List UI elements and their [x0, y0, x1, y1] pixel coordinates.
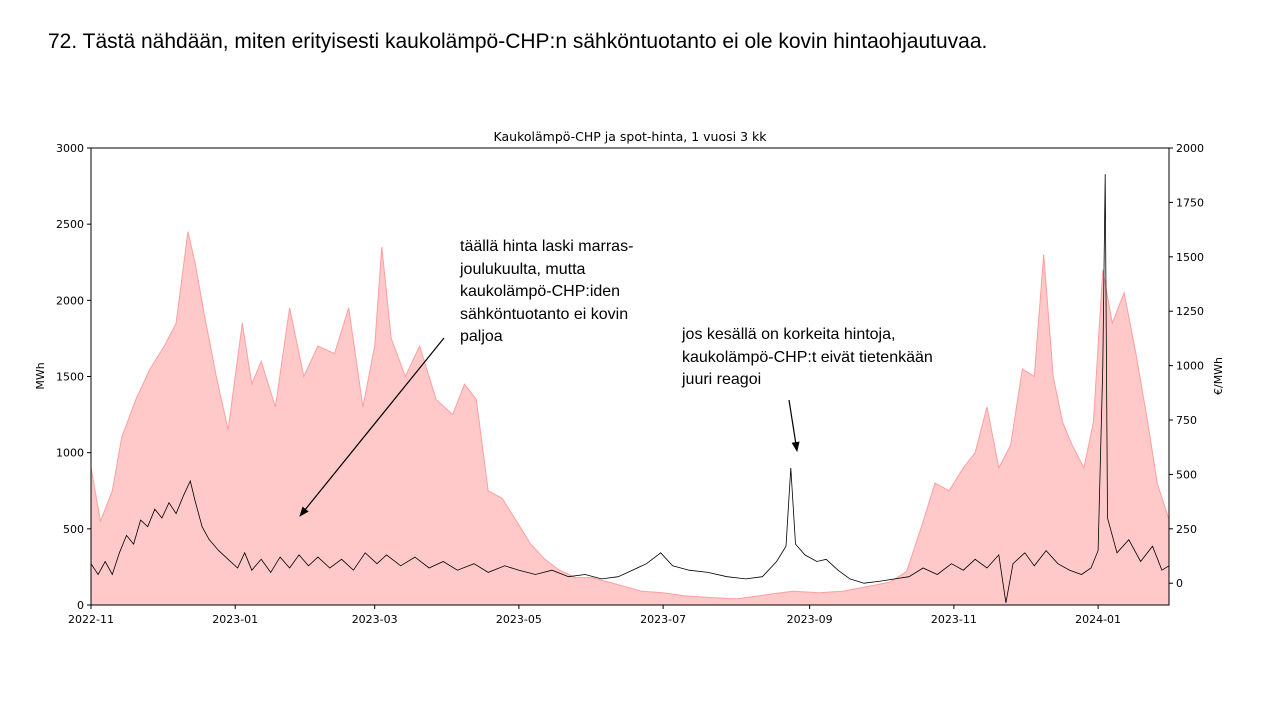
- y-tick-label-right: 750: [1176, 414, 1197, 427]
- annotation-line: juuri reagoi: [682, 371, 762, 388]
- y-tick-label-left: 3000: [56, 142, 84, 155]
- plot-area: [90, 174, 1170, 606]
- y-axis-label-left: MWh: [34, 362, 47, 389]
- annotation-arrow-2: [788, 399, 800, 452]
- annotation-line: kaukolämpö-CHP:iden: [460, 283, 621, 300]
- x-tick-label: 2024-01: [1075, 613, 1121, 626]
- y-tick-label-left: 0: [77, 599, 84, 612]
- x-tick-label: 2023-07: [640, 613, 686, 626]
- y-tick-label-right: 1750: [1176, 196, 1204, 209]
- annotation-price-drop: täällä hinta laski marras- joulukuulta, …: [460, 236, 633, 349]
- y-tick-label-right: 2000: [1176, 142, 1204, 155]
- y-tick-label-right: 1250: [1176, 305, 1204, 318]
- annotation-arrows: [299, 337, 800, 517]
- price-line: [90, 174, 1170, 603]
- y-tick-label-right: 1000: [1176, 360, 1204, 373]
- annotation-line: joulukuulta, mutta: [460, 260, 586, 278]
- y-tick-label-left: 1500: [56, 371, 84, 384]
- chart-title: Kaukolämpö-CHP ja spot-hinta, 1 vuosi 3 …: [494, 129, 768, 144]
- axes: 0 500 1000 1500 2000 2500 3000 0 250 500 750 1000 12…: [56, 142, 1204, 626]
- x-tick-label: 2023-09: [787, 613, 833, 626]
- slide-title: 72. Tästä nähdään, miten erityisesti kau…: [48, 30, 988, 53]
- y-axis-label-right: €/MWh: [1212, 357, 1225, 395]
- y-tick-label-right: 1500: [1176, 251, 1204, 264]
- x-tick-label: 2023-11: [931, 613, 977, 626]
- y-tick-label-left: 2000: [56, 294, 84, 307]
- annotation-summer-prices: jos kesällä on korkeita hintoja, kaukolä…: [682, 324, 933, 392]
- annotation-line: täällä hinta laski marras-: [460, 238, 634, 255]
- annotation-line: sähköntuotanto ei kovin: [460, 305, 629, 323]
- y-tick-label-right: 250: [1176, 523, 1197, 536]
- production-area: [90, 231, 1170, 606]
- x-tick-label: 2023-05: [496, 613, 542, 626]
- y-tick-label-left: 1000: [56, 447, 84, 460]
- x-tick-label: 2023-03: [352, 613, 398, 626]
- y-tick-label-right: 0: [1176, 577, 1183, 590]
- y-tick-label-left: 500: [63, 523, 84, 536]
- annotation-line: paljoa: [460, 328, 503, 345]
- annotation-arrow-1: [299, 337, 445, 517]
- y-tick-label-right: 500: [1176, 468, 1197, 481]
- y-tick-label-left: 2500: [56, 218, 84, 231]
- annotation-line: kaukolämpö-CHP:t eivät tietenkään: [682, 348, 933, 366]
- x-tick-label: 2022-11: [68, 613, 114, 626]
- x-tick-label: 2023-01: [212, 613, 258, 626]
- annotation-line: jos kesällä on korkeita hintoja,: [682, 326, 896, 343]
